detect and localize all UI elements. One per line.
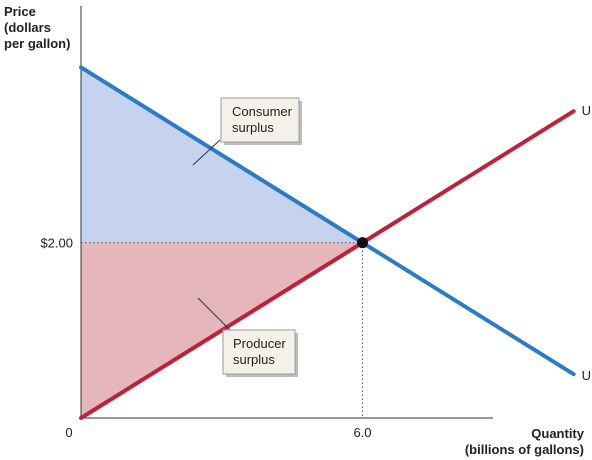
consumer-surplus-label-line-1: Consumer <box>232 104 293 119</box>
x-tick-label-origin: 0 <box>65 425 72 440</box>
demand-curve <box>79 65 576 377</box>
y-axis-title-line-3: per gallon) <box>4 36 70 51</box>
demand-curve-label: U.S. demand <box>582 368 592 383</box>
x-axis-title-line-1: Quantity <box>531 426 584 441</box>
y-axis-title-line-1: Price <box>4 4 36 19</box>
supply-curve <box>79 109 576 420</box>
producer-surplus-label-line-2: surplus <box>233 352 275 367</box>
consumer-surplus-callout <box>220 97 300 143</box>
producer-surplus-label-line-1: Producer <box>233 336 286 351</box>
consumer-surplus-label-line-2: surplus <box>232 120 274 135</box>
x-axis-title-line-2: (billions of gallons) <box>465 442 584 457</box>
supply-curve-label: U.S. supply <box>582 103 592 118</box>
y-axis-title-line-2: (dollars <box>4 20 51 35</box>
equilibrium-point <box>356 237 368 249</box>
producer-surplus-callout <box>222 329 296 375</box>
y-tick-label-equilibrium: $2.00 <box>40 236 73 251</box>
x-tick-label-equilibrium: 6.0 <box>353 425 371 440</box>
consumer-surplus-leader-line <box>192 139 221 166</box>
